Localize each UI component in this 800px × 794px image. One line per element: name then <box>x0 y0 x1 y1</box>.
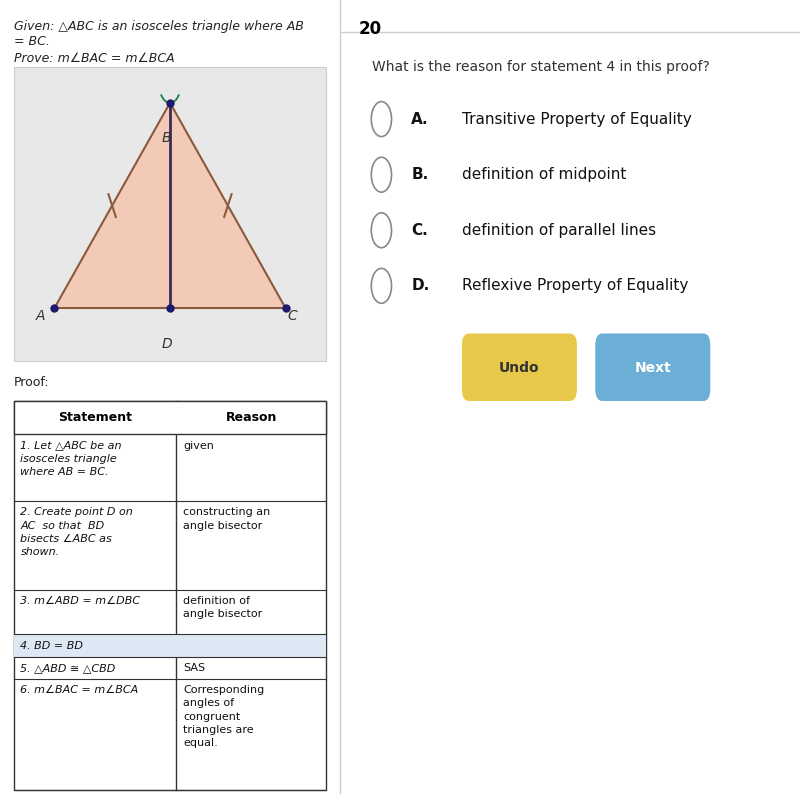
Text: Undo: Undo <box>499 360 540 375</box>
Text: 1. Let △ABC be an
isosceles triangle
where AB = BC.: 1. Let △ABC be an isosceles triangle whe… <box>21 441 122 477</box>
Text: definition of parallel lines: definition of parallel lines <box>462 223 656 237</box>
Text: Reason: Reason <box>226 411 277 424</box>
Text: 4. BD = BD: 4. BD = BD <box>21 641 83 651</box>
Text: definition of midpoint: definition of midpoint <box>462 168 626 182</box>
Text: Transitive Property of Equality: Transitive Property of Equality <box>462 112 692 126</box>
Text: definition of
angle bisector: definition of angle bisector <box>183 596 262 619</box>
Text: 2. Create point D on
AC  so that  BD
bisects ∠ABC as
shown.: 2. Create point D on AC so that BD bisec… <box>21 507 133 557</box>
Text: constructing an
angle bisector: constructing an angle bisector <box>183 507 270 530</box>
Text: C: C <box>288 310 298 323</box>
FancyBboxPatch shape <box>462 333 577 401</box>
FancyBboxPatch shape <box>14 634 326 657</box>
Text: Statement: Statement <box>58 411 132 424</box>
Text: 20: 20 <box>358 20 382 38</box>
Text: D.: D. <box>411 279 430 293</box>
Text: SAS: SAS <box>183 663 205 673</box>
Text: What is the reason for statement 4 in this proof?: What is the reason for statement 4 in th… <box>372 60 710 74</box>
Text: Proof:: Proof: <box>14 376 50 388</box>
Text: Reflexive Property of Equality: Reflexive Property of Equality <box>462 279 688 293</box>
Text: 6. m∠BAC = m∠BCA: 6. m∠BAC = m∠BCA <box>21 685 138 696</box>
FancyBboxPatch shape <box>14 67 326 361</box>
FancyBboxPatch shape <box>14 401 326 434</box>
Text: given: given <box>183 441 214 451</box>
Text: Corresponding
angles of
congruent
triangles are
equal.: Corresponding angles of congruent triang… <box>183 685 264 748</box>
Text: A.: A. <box>411 112 429 126</box>
Polygon shape <box>54 102 286 308</box>
Text: B: B <box>162 132 171 145</box>
Text: A: A <box>36 310 46 323</box>
Text: C.: C. <box>411 223 428 237</box>
Text: D: D <box>162 337 172 351</box>
Text: Given: △ABC is an isosceles triangle where AB
= BC.: Given: △ABC is an isosceles triangle whe… <box>14 20 303 48</box>
FancyBboxPatch shape <box>14 401 326 790</box>
FancyBboxPatch shape <box>595 333 710 401</box>
Text: Next: Next <box>634 360 671 375</box>
Text: B.: B. <box>411 168 429 182</box>
Text: 5. △ABD ≅ △CBD: 5. △ABD ≅ △CBD <box>21 663 116 673</box>
Text: 3. m∠ABD = m∠DBC: 3. m∠ABD = m∠DBC <box>21 596 141 607</box>
Text: Prove: m∠BAC = m∠BCA: Prove: m∠BAC = m∠BCA <box>14 52 174 64</box>
